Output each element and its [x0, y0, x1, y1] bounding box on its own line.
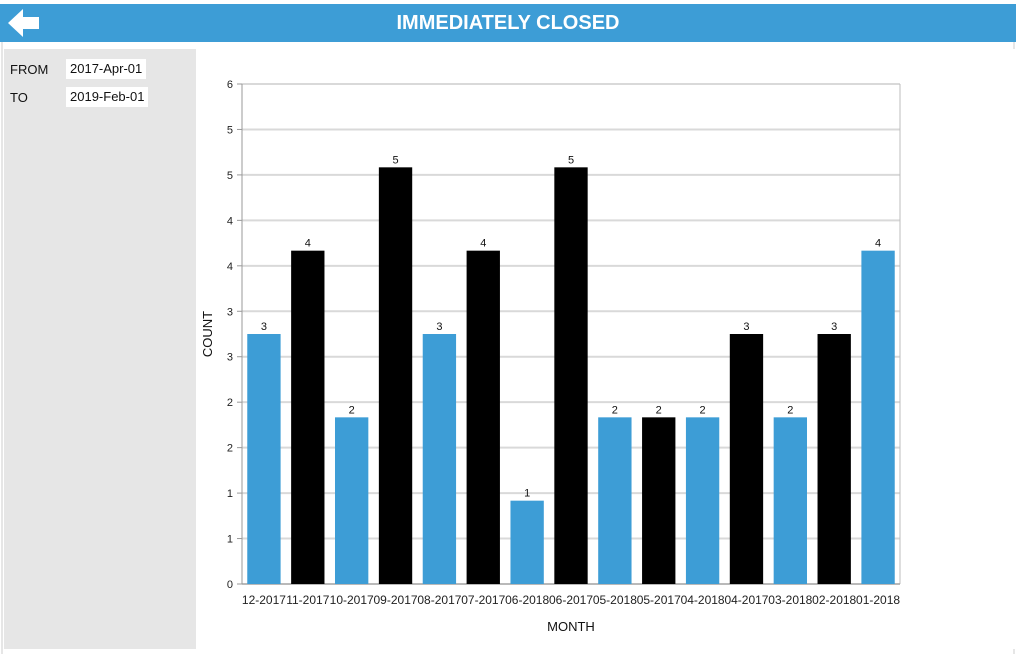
y-tick-label: 2 [227, 397, 233, 409]
y-tick-label: 0 [227, 579, 233, 591]
bar [247, 334, 281, 584]
bar [861, 250, 895, 584]
x-tick-label: 04-2017 [724, 593, 768, 607]
data-label: 4 [480, 238, 486, 250]
back-button[interactable] [6, 7, 42, 39]
data-label: 2 [349, 404, 355, 416]
y-tick-label: 2 [227, 443, 233, 455]
y-tick-label: 4 [227, 261, 233, 273]
bar-chart: 0 1 1 2 2 3 3 4 4 5 5 6 3 12-2017 4 11-2017 2 10-2017 5 09-… [200, 79, 901, 634]
data-label: 3 [831, 321, 837, 333]
to-label: TO [10, 90, 28, 105]
bar [334, 417, 369, 584]
data-label: 3 [261, 321, 267, 333]
data-label: 4 [305, 238, 311, 250]
y-tick-label: 6 [227, 79, 233, 91]
x-tick-label: 12-2017 [242, 593, 286, 607]
data-label: 4 [875, 238, 881, 250]
y-tick-label: 1 [227, 488, 233, 500]
data-label: 5 [568, 154, 574, 166]
chart-area: 0 1 1 2 2 3 3 4 4 5 5 6 3 12-2017 4 11-2017 2 10-2017 5 09-… [196, 49, 1015, 649]
data-label: 2 [612, 404, 618, 416]
y-tick-label: 3 [227, 306, 233, 318]
y-tick-label: 5 [227, 124, 233, 136]
bar [422, 334, 457, 584]
x-tick-label: 09-2017 [374, 593, 418, 607]
bar [378, 167, 413, 584]
data-label: 2 [656, 404, 662, 416]
from-label: FROM [10, 62, 49, 77]
data-label: 5 [392, 154, 398, 166]
bar [598, 417, 632, 584]
x-tick-label: 03-2018 [768, 593, 812, 607]
bar [817, 334, 851, 584]
x-tick-label: 01-2018 [856, 593, 900, 607]
bar [291, 250, 325, 584]
bar [685, 417, 720, 584]
x-tick-label: 08-2017 [417, 593, 461, 607]
y-axis-title: COUNT [200, 311, 215, 357]
x-tick-label: 10-2017 [330, 593, 374, 607]
data-label: 3 [743, 321, 749, 333]
data-label: 1 [524, 488, 530, 500]
from-date-field[interactable]: 2017-Apr-01 [66, 59, 147, 79]
y-tick-label: 5 [227, 170, 233, 182]
x-tick-label: 05-2018 [593, 593, 637, 607]
data-label: 2 [700, 404, 706, 416]
x-tick-label: 11-2017 [286, 593, 329, 607]
bar [773, 417, 808, 584]
data-label: 3 [436, 321, 442, 333]
to-date-field[interactable]: 2019-Feb-01 [66, 87, 149, 107]
bar [510, 500, 544, 584]
x-tick-label: 02-2018 [812, 593, 856, 607]
x-axis-title: MONTH [547, 619, 595, 634]
bar [554, 167, 588, 584]
x-tick-label: 06-2018 [505, 593, 549, 607]
y-tick-label: 4 [227, 215, 233, 227]
y-tick-label: 3 [227, 352, 233, 364]
x-tick-label: 07-2017 [461, 593, 505, 607]
page-title: IMMEDIATELY CLOSED [396, 12, 620, 34]
bar [466, 250, 500, 584]
filter-sidebar: FROM 2017-Apr-01 TO 2019-Feb-01 [4, 49, 196, 649]
arrow-left-icon [8, 9, 39, 37]
x-tick-label: 04-2018 [681, 593, 725, 607]
y-tick-label: 1 [227, 534, 233, 546]
header-bar: IMMEDIATELY CLOSED [0, 4, 1016, 42]
x-tick-label: 06-2017 [549, 593, 593, 607]
data-label: 2 [787, 404, 793, 416]
x-tick-label: 05-2017 [637, 593, 681, 607]
bar [729, 334, 764, 584]
bar [642, 417, 676, 584]
